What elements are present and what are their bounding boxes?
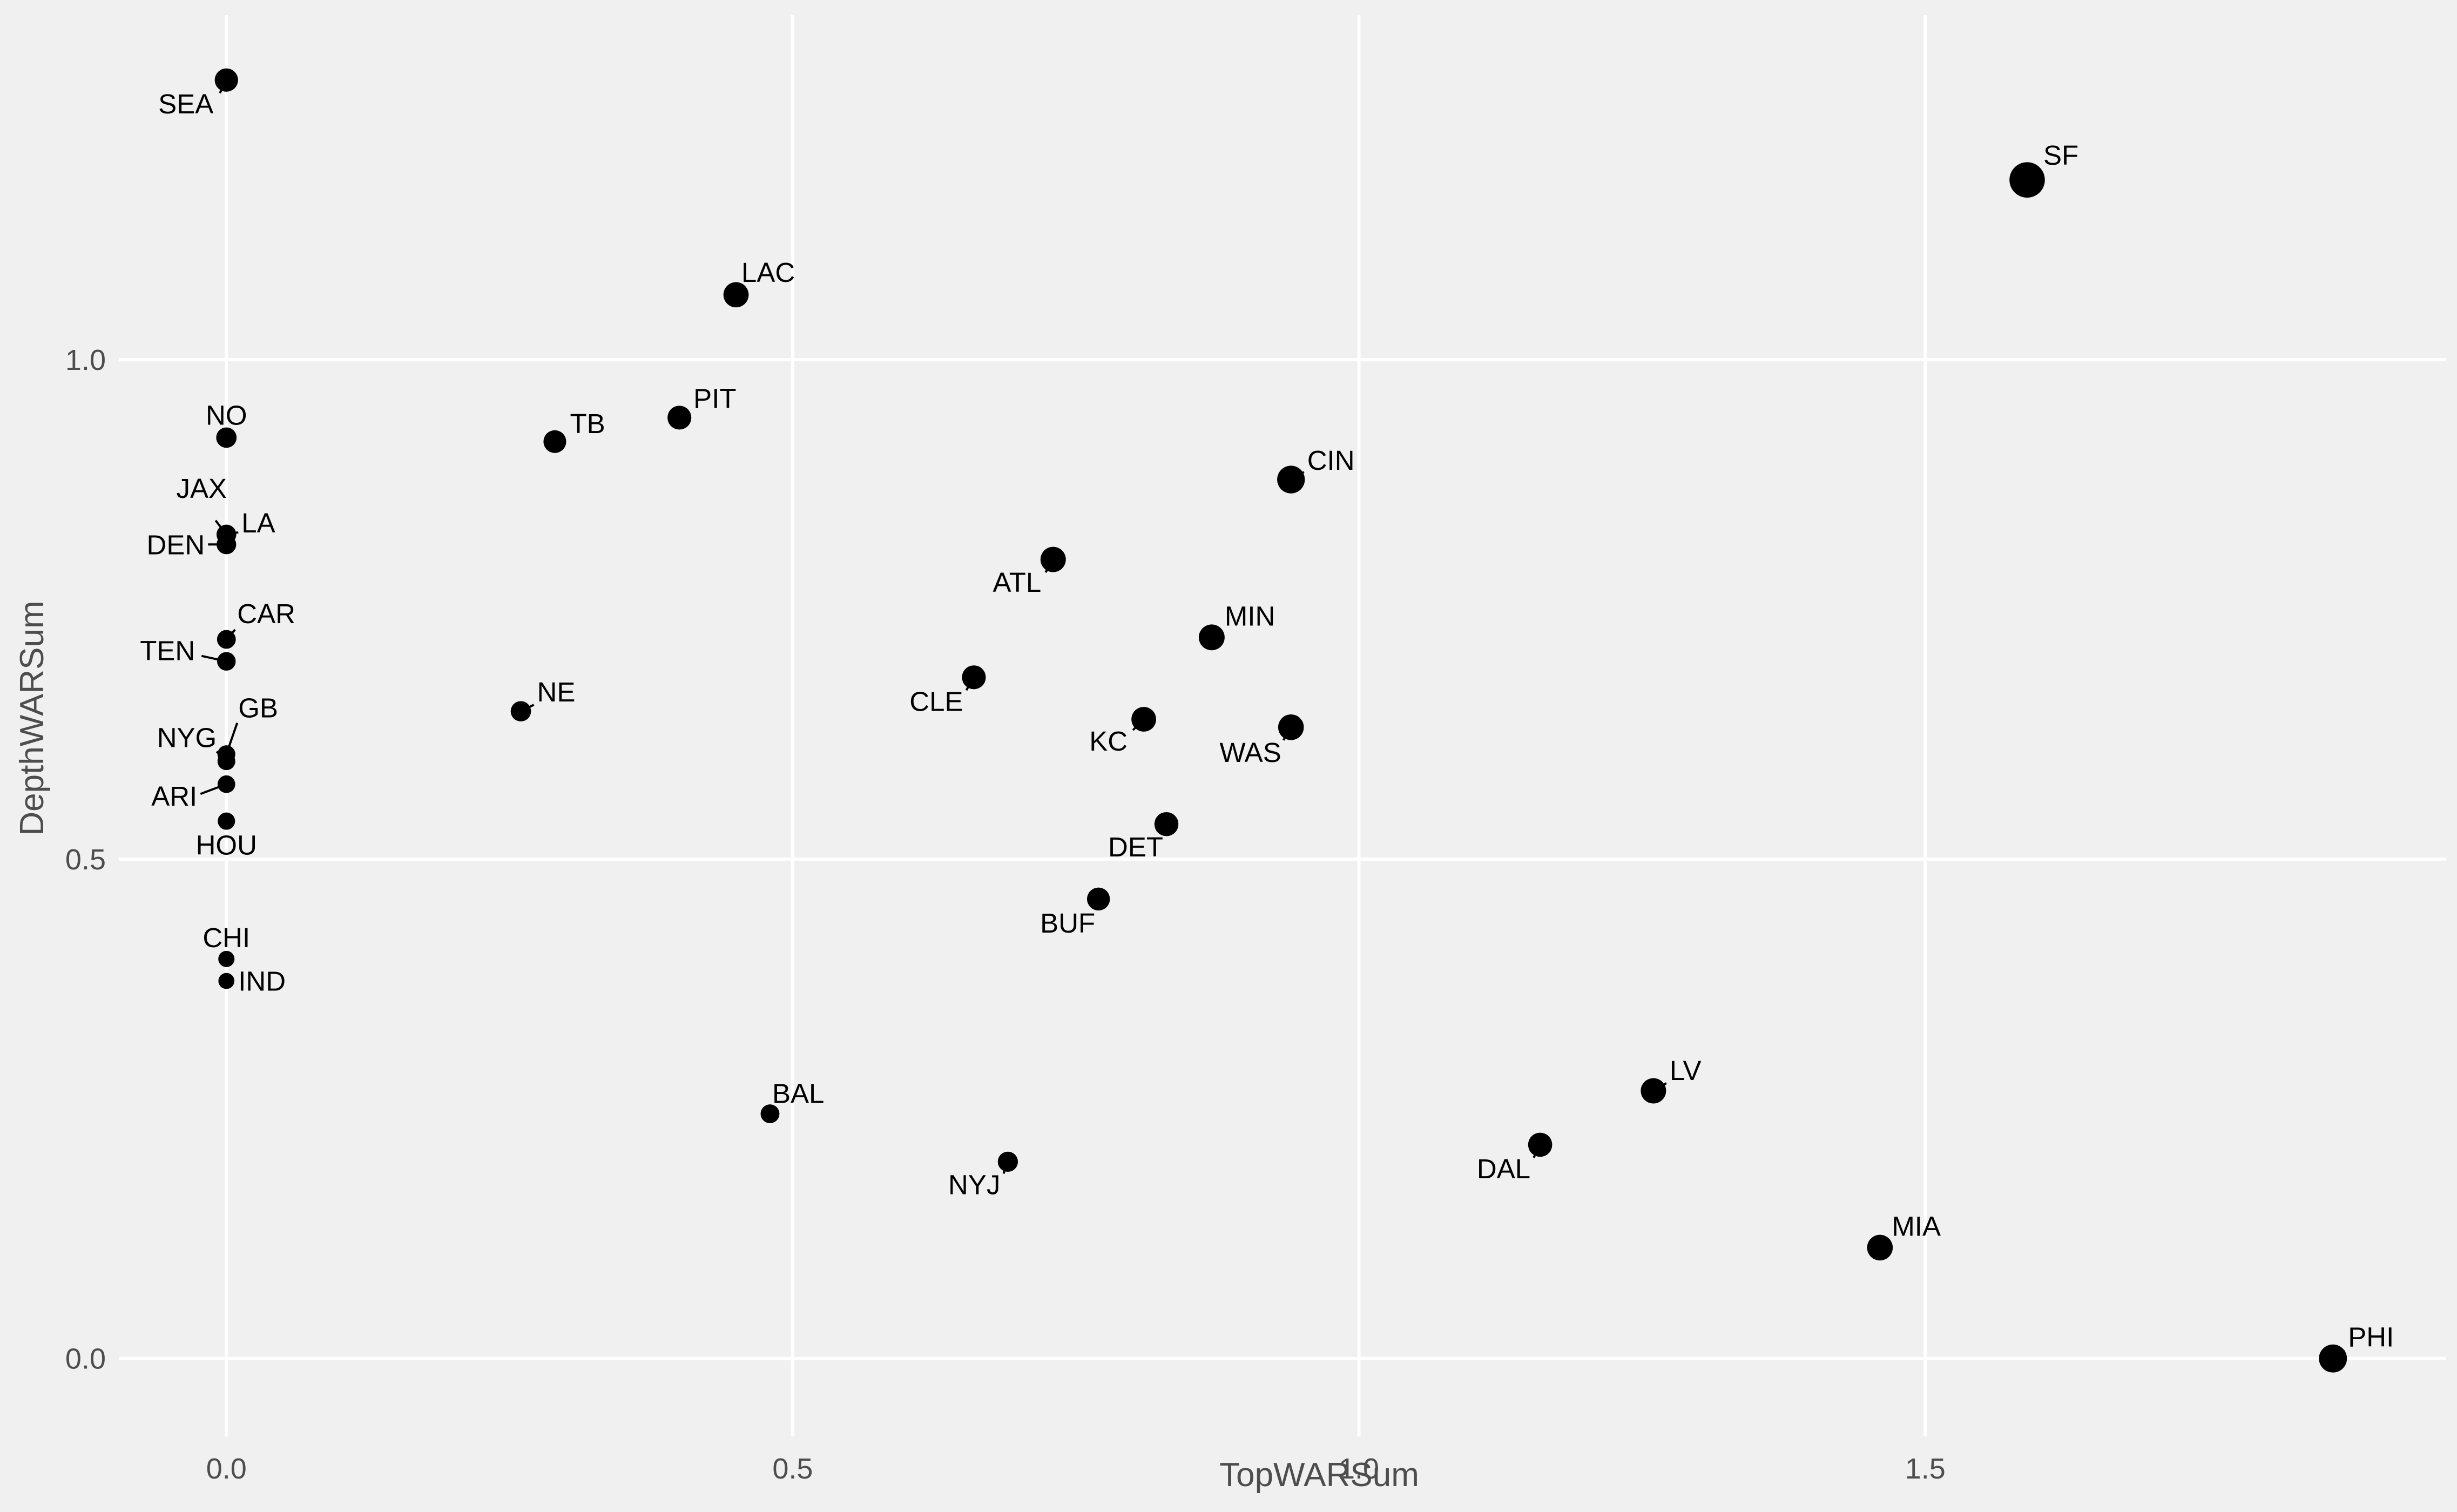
scatter-point bbox=[217, 652, 236, 671]
gridlines bbox=[119, 15, 2446, 1436]
y-axis-title: DepthWARSum bbox=[14, 600, 51, 835]
y-axis-ticks: 0.0 0.5 1.0 bbox=[65, 344, 106, 1375]
point-labels: SEA SF LAC NO TB PIT CIN JAX LA DEN ATL MIN CAR TEN CL… bbox=[140, 89, 2394, 1353]
scatter-point bbox=[218, 973, 235, 989]
point-label: NYJ bbox=[948, 1169, 1000, 1200]
scatter-point bbox=[1086, 887, 1110, 911]
point-label: DAL bbox=[1477, 1153, 1530, 1184]
scatter-point bbox=[667, 406, 692, 430]
point-label: ARI bbox=[151, 781, 197, 812]
scatter-point bbox=[1131, 707, 1156, 732]
point-label: DEN bbox=[147, 529, 205, 560]
y-tick-label: 0.0 bbox=[65, 1343, 106, 1375]
point-label: CHI bbox=[202, 922, 250, 953]
scatter-point bbox=[218, 812, 235, 830]
scatter-point bbox=[1641, 1078, 1666, 1104]
scatter-point bbox=[997, 1151, 1018, 1172]
point-label: LA bbox=[241, 508, 275, 538]
point-label: JAX bbox=[176, 473, 227, 504]
scatter-point bbox=[1867, 1234, 1893, 1261]
point-label: KC bbox=[1089, 726, 1128, 757]
point-label: MIN bbox=[1225, 600, 1275, 631]
scatter-point bbox=[1528, 1132, 1552, 1157]
x-axis-title: TopWARSum bbox=[1219, 1456, 1419, 1494]
point-label: CIN bbox=[1307, 445, 1355, 476]
scatter-point bbox=[723, 282, 749, 308]
point-label: SEA bbox=[158, 89, 213, 119]
x-tick-label: 1.0 bbox=[1339, 1453, 1379, 1485]
x-tick-label: 0.5 bbox=[772, 1453, 813, 1485]
point-label: NO bbox=[206, 400, 247, 430]
scatter-point bbox=[2319, 1344, 2347, 1373]
point-label: CAR bbox=[237, 598, 295, 629]
point-label: HOU bbox=[196, 830, 257, 861]
point-label: PIT bbox=[693, 383, 736, 414]
scatter-point bbox=[217, 752, 235, 771]
point-label: BAL bbox=[772, 1078, 824, 1109]
data-points bbox=[214, 68, 2347, 1373]
scatter-point bbox=[543, 430, 566, 453]
point-label: TEN bbox=[140, 636, 195, 666]
scatter-point bbox=[2009, 162, 2045, 198]
scatter-point bbox=[1278, 714, 1304, 740]
point-label: WAS bbox=[1219, 737, 1281, 768]
scatter-point bbox=[510, 701, 531, 721]
x-axis-ticks: 0.0 0.5 1.0 1.5 bbox=[206, 1453, 1946, 1485]
point-label: NYG bbox=[157, 723, 217, 753]
point-label: DET bbox=[1108, 832, 1163, 862]
scatter-point bbox=[218, 950, 235, 967]
point-label: PHI bbox=[2348, 1322, 2394, 1353]
scatter-point bbox=[217, 535, 237, 555]
point-label: IND bbox=[238, 966, 286, 997]
point-label: NE bbox=[537, 677, 576, 707]
point-label: LV bbox=[1670, 1055, 1702, 1086]
scatter-point bbox=[1198, 624, 1225, 651]
scatter-point bbox=[217, 775, 235, 793]
point-label: MIA bbox=[1892, 1211, 1941, 1241]
point-label: LAC bbox=[741, 257, 795, 288]
scatter-point bbox=[216, 427, 237, 448]
point-label: CLE bbox=[909, 686, 963, 717]
scatter-point bbox=[1277, 465, 1305, 494]
y-tick-label: 0.5 bbox=[65, 843, 106, 876]
scatter-point bbox=[1154, 812, 1179, 836]
point-label: GB bbox=[238, 693, 278, 724]
scatter-point bbox=[962, 665, 986, 690]
point-label: BUF bbox=[1040, 908, 1095, 939]
x-tick-label: 1.5 bbox=[1905, 1453, 1946, 1485]
scatter-point bbox=[1040, 546, 1066, 572]
scatter-point bbox=[214, 68, 238, 92]
scatter-point bbox=[760, 1104, 780, 1124]
point-label: TB bbox=[570, 408, 605, 439]
point-label: SF bbox=[2043, 140, 2078, 171]
x-tick-label: 0.0 bbox=[206, 1453, 247, 1485]
scatter-point bbox=[217, 630, 236, 649]
y-tick-label: 1.0 bbox=[65, 344, 106, 376]
point-label: ATL bbox=[993, 567, 1042, 598]
